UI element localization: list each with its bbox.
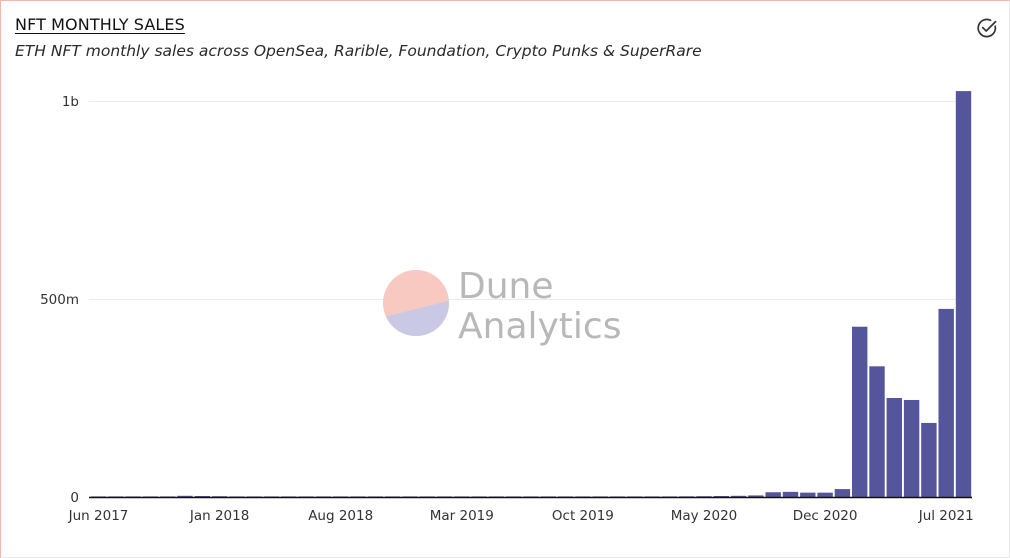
bar[interactable]: Nov 2017 <box>177 495 193 497</box>
x-tick-labels: Jun 2017 Jan 2018 Aug 2018 Mar 2019 Oct 2019… <box>68 508 974 524</box>
bar[interactable]: Feb 2021 <box>852 326 868 497</box>
bar[interactable]: Jul 2021 <box>938 308 954 497</box>
x-tick-label: Dec 2020 <box>793 508 858 524</box>
bar[interactable]: Apr 2020 <box>679 496 695 497</box>
bar[interactable]: Aug 2021 <box>955 91 972 497</box>
watermark-text-dune: Dune <box>458 266 554 307</box>
bar[interactable]: Oct 2020 <box>782 491 799 497</box>
x-tick-label: Aug 2018 <box>308 508 373 524</box>
bar[interactable]: Jul 2020 <box>730 495 747 497</box>
watermark: Dune Analytics <box>383 266 621 347</box>
y-tick-labels: 0 500m 1b <box>40 94 79 506</box>
bar[interactable]: Nov 2020 <box>800 492 816 497</box>
x-tick-label: Mar 2019 <box>430 508 494 524</box>
bar[interactable]: Jan 2021 <box>834 489 851 497</box>
bar[interactable]: May 2020 <box>696 496 712 497</box>
x-tick-label: Jul 2021 <box>918 508 974 524</box>
bar[interactable]: May 2021 <box>903 399 920 497</box>
bar[interactable]: Mar 2021 <box>869 366 885 497</box>
bar[interactable]: Aug 2020 <box>748 495 764 497</box>
bar[interactable]: Dec 2017 <box>194 496 210 497</box>
gridlines <box>89 101 972 300</box>
x-tick-label: Jun 2017 <box>68 508 129 524</box>
bar[interactable]: Jun 2021 <box>921 422 937 497</box>
watermark-text-analytics: Analytics <box>458 306 621 347</box>
y-tick-label: 500m <box>40 292 79 308</box>
y-tick-label: 0 <box>70 490 79 506</box>
chart-title[interactable]: NFT MONTHLY SALES <box>15 15 185 34</box>
bar[interactable]: Jun 2020 <box>713 496 729 497</box>
watermark-logo-bottom <box>383 300 449 336</box>
x-tick-label: May 2020 <box>671 508 738 524</box>
chart-subtitle: ETH NFT monthly sales across OpenSea, Ra… <box>15 42 702 60</box>
y-tick-label: 1b <box>62 94 79 110</box>
x-tick-label: Oct 2019 <box>552 508 614 524</box>
bar[interactable]: Apr 2021 <box>886 398 902 497</box>
bar[interactable]: Sep 2020 <box>765 492 781 497</box>
bar[interactable]: Jan 2018 <box>211 496 228 497</box>
bar[interactable]: Dec 2020 <box>817 492 833 497</box>
check-circle-icon[interactable] <box>975 16 999 40</box>
x-tick-label: Jan 2018 <box>189 508 249 524</box>
